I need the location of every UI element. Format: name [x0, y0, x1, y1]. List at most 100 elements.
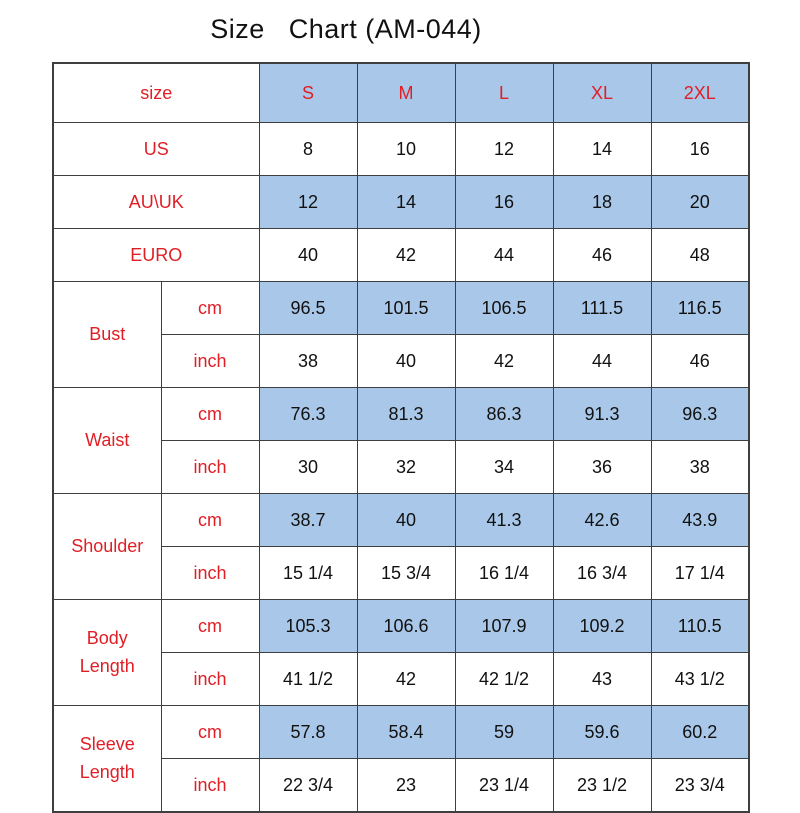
- measure-label-sleeve-length: Sleeve Length: [52, 705, 162, 813]
- unit-label-cm: cm: [160, 281, 260, 335]
- row-us-label: US: [52, 122, 260, 176]
- row-bust-cm: Bust cm 96.5 101.5 106.5 111.5 116.5: [52, 281, 750, 388]
- value-cell: 42 1/2: [454, 652, 554, 706]
- value-cell: 42: [356, 228, 456, 282]
- page-title: Size Chart (AM-044): [210, 14, 482, 44]
- value-cell: 15 3/4: [356, 546, 456, 600]
- value-cell: 48: [650, 228, 750, 282]
- value-cell: 106.5: [454, 281, 554, 335]
- value-cell: 41.3: [454, 493, 554, 547]
- row-body-length-cm: Body Length cm 105.3 106.6 107.9 109.2 1…: [52, 599, 750, 706]
- row-euro-label: EURO: [52, 228, 260, 282]
- row-euro: EURO 40 42 44 46 48: [52, 228, 750, 282]
- value-cell: 91.3: [552, 387, 652, 441]
- value-cell: 44: [454, 228, 554, 282]
- value-cell: 86.3: [454, 387, 554, 441]
- unit-label-cm: cm: [160, 705, 260, 759]
- row-waist-inch: inch 30 32 34 36 38: [53, 440, 750, 494]
- value-cell: 16 3/4: [552, 546, 652, 600]
- value-cell: 23 3/4: [650, 758, 750, 813]
- value-cell: 59.6: [552, 705, 652, 759]
- value-cell: 43.9: [650, 493, 750, 547]
- unit-label-cm: cm: [160, 387, 260, 441]
- value-cell: 40: [356, 334, 456, 388]
- row-au-uk: AU\UK 12 14 16 18 20: [52, 175, 750, 229]
- value-cell: 96.5: [258, 281, 358, 335]
- value-cell: 41 1/2: [258, 652, 358, 706]
- header-row: size S M L XL 2XL: [52, 62, 750, 123]
- header-col-s: S: [258, 62, 358, 123]
- unit-label-inch: inch: [160, 652, 260, 706]
- value-cell: 58.4: [356, 705, 456, 759]
- header-col-xl: XL: [552, 62, 652, 123]
- value-cell: 57.8: [258, 705, 358, 759]
- value-cell: 43 1/2: [650, 652, 750, 706]
- value-cell: 12: [454, 122, 554, 176]
- row-body-length-inch: inch 41 1/2 42 42 1/2 43 43 1/2: [53, 652, 750, 706]
- header-size-label: size: [52, 62, 260, 123]
- value-cell: 116.5: [650, 281, 750, 335]
- value-cell: 46: [552, 228, 652, 282]
- value-cell: 42.6: [552, 493, 652, 547]
- value-cell: 76.3: [258, 387, 358, 441]
- value-cell: 38: [258, 334, 358, 388]
- value-cell: 38.7: [258, 493, 358, 547]
- value-cell: 59: [454, 705, 554, 759]
- row-us: US 8 10 12 14 16: [52, 122, 750, 176]
- unit-label-inch: inch: [160, 334, 260, 388]
- unit-label-inch: inch: [160, 758, 260, 813]
- value-cell: 10: [356, 122, 456, 176]
- unit-label-inch: inch: [160, 546, 260, 600]
- value-cell: 42: [454, 334, 554, 388]
- value-cell: 14: [552, 122, 652, 176]
- value-cell: 20: [650, 175, 750, 229]
- value-cell: 46: [650, 334, 750, 388]
- value-cell: 106.6: [356, 599, 456, 653]
- value-cell: 32: [356, 440, 456, 494]
- value-cell: 30: [258, 440, 358, 494]
- value-cell: 15 1/4: [258, 546, 358, 600]
- header-col-2xl: 2XL: [650, 62, 750, 123]
- measure-label-shoulder: Shoulder: [52, 493, 162, 600]
- row-shoulder-inch: inch 15 1/4 15 3/4 16 1/4 16 3/4 17 1/4: [53, 546, 750, 600]
- value-cell: 44: [552, 334, 652, 388]
- value-cell: 23 1/2: [552, 758, 652, 813]
- row-sleeve-length-cm: Sleeve Length cm 57.8 58.4 59 59.6 60.2: [52, 705, 750, 813]
- row-waist-cm: Waist cm 76.3 81.3 86.3 91.3 96.3: [52, 387, 750, 494]
- value-cell: 22 3/4: [258, 758, 358, 813]
- value-cell: 111.5: [552, 281, 652, 335]
- value-cell: 60.2: [650, 705, 750, 759]
- value-cell: 40: [258, 228, 358, 282]
- unit-label-inch: inch: [160, 440, 260, 494]
- value-cell: 14: [356, 175, 456, 229]
- header-col-l: L: [454, 62, 554, 123]
- unit-label-cm: cm: [160, 493, 260, 547]
- value-cell: 105.3: [258, 599, 358, 653]
- row-shoulder-cm: Shoulder cm 38.7 40 41.3 42.6 43.9: [52, 493, 750, 600]
- row-au-uk-label: AU\UK: [52, 175, 260, 229]
- size-chart-table: size S M L XL 2XL US 8 10 12 14 16 AU\UK…: [52, 62, 750, 813]
- value-cell: 23 1/4: [454, 758, 554, 813]
- measure-label-bust: Bust: [52, 281, 162, 388]
- value-cell: 109.2: [552, 599, 652, 653]
- unit-label-cm: cm: [160, 599, 260, 653]
- measure-label-body-length: Body Length: [52, 599, 162, 706]
- value-cell: 16: [454, 175, 554, 229]
- value-cell: 96.3: [650, 387, 750, 441]
- value-cell: 12: [258, 175, 358, 229]
- value-cell: 40: [356, 493, 456, 547]
- value-cell: 42: [356, 652, 456, 706]
- value-cell: 101.5: [356, 281, 456, 335]
- value-cell: 38: [650, 440, 750, 494]
- value-cell: 17 1/4: [650, 546, 750, 600]
- value-cell: 110.5: [650, 599, 750, 653]
- value-cell: 16: [650, 122, 750, 176]
- header-col-m: M: [356, 62, 456, 123]
- value-cell: 8: [258, 122, 358, 176]
- value-cell: 16 1/4: [454, 546, 554, 600]
- measure-label-waist: Waist: [52, 387, 162, 494]
- value-cell: 34: [454, 440, 554, 494]
- value-cell: 36: [552, 440, 652, 494]
- value-cell: 18: [552, 175, 652, 229]
- row-bust-inch: inch 38 40 42 44 46: [53, 334, 750, 388]
